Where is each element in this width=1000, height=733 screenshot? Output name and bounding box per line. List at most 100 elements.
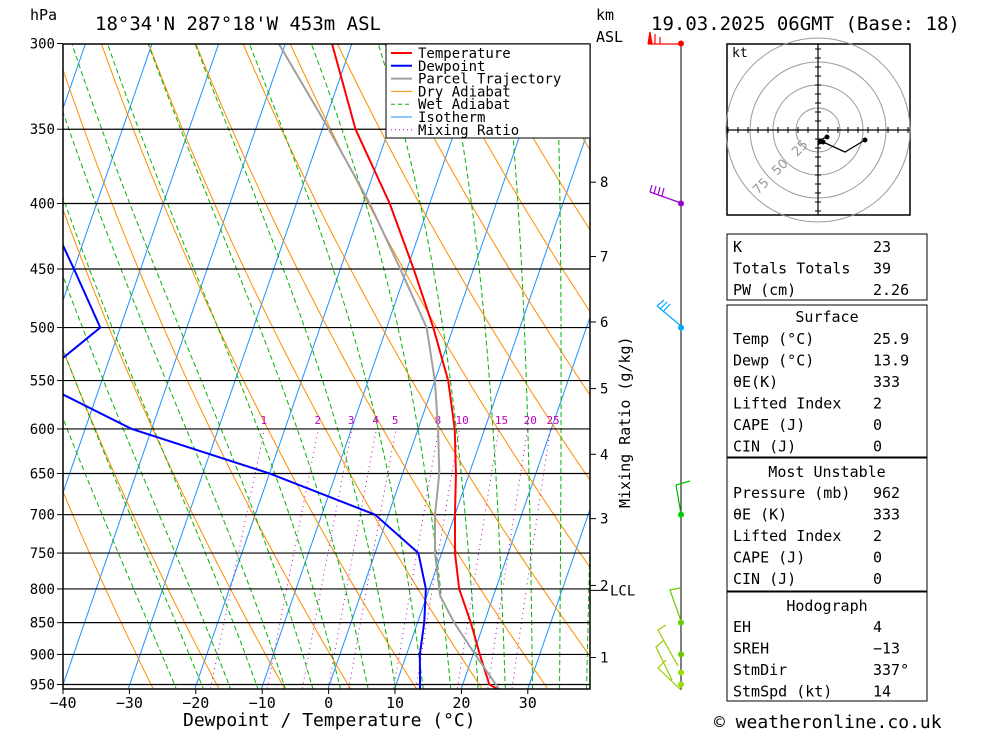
hodograph-row-value: −13 [873,640,900,658]
legend-label: Temperature [418,46,511,62]
dry-adiabat-line [63,208,286,689]
wind-level-marker [678,619,684,626]
surface-row-label: CIN (J) [733,438,796,456]
km-unit: km [596,6,614,24]
hodograph-point [824,134,830,140]
isotherm-line [63,44,220,495]
most-unstable-row-value: 2 [873,527,882,545]
wet-adiabat-line [503,44,533,689]
hodograph-unit: kt [732,46,748,61]
wind-level-marker [678,651,684,658]
wind-barb [675,480,691,515]
pressure-tick-label: 550 [30,374,55,390]
mixing-ratio-label: 10 [456,414,469,427]
temp-tick-label: 20 [452,694,470,712]
wet-adiabat-line [555,44,562,689]
dry-adiabat-line [148,44,483,689]
hodograph-box [726,591,928,702]
most-unstable-row-label: Lifted Index [733,527,841,545]
temp-tick-label: 10 [386,694,404,712]
most-unstable-row-value: 0 [873,570,882,588]
legend-label: Wet Adiabat [418,97,511,113]
dry-adiabat-line [100,44,418,689]
copyright: © weatheronline.co.uk [714,712,942,733]
pressure-tick-label: 500 [30,321,55,337]
pressure-tick-label: 700 [30,508,55,524]
wet-adiabat-line [71,44,314,689]
index-1-value: 39 [873,260,891,278]
plot-series [63,44,501,689]
pressure-tick-label: 800 [30,582,55,598]
pressure-tick-label: 300 [30,37,55,53]
dry-adiabat-line [63,490,154,689]
mixing-ratio-line [511,428,551,689]
temp-tick-label: −20 [182,694,209,712]
legend-label: Parcel Trajectory [418,72,561,88]
mixing-ratio-line [487,428,529,689]
wind-profile [647,31,691,691]
plot-axes: 3003504004505005506006507007508008509009… [30,37,636,713]
pressure-tick-label: 900 [30,647,55,663]
km-tick-label: 5 [600,382,608,398]
index-0-label: K [733,238,742,256]
mixing-ratio-line [393,428,440,689]
pressure-tick-label: 350 [30,122,55,138]
x-axis-label: Dewpoint / Temperature (°C) [183,710,476,731]
mixing-ratio-line [301,428,353,689]
dry-adiabat-line [242,44,590,658]
series-dewpoint [63,243,427,689]
wind-barb [649,184,682,204]
pressure-tick-label: 750 [30,546,55,562]
isotherm-line [63,44,153,303]
isotherm-line [63,44,86,111]
wind-barb [656,299,682,327]
most-unstable-row-value: 333 [873,506,900,524]
hodograph-row-label: EH [733,618,751,636]
index-0-value: 23 [873,238,891,256]
surface-row-value: 0 [873,438,882,456]
dry-adiabat-line [478,44,590,231]
mixing-ratio-line [456,428,500,689]
temp-tick-label: −10 [249,694,276,712]
location-title: 18°34'N 287°18'W 453m ASL [95,13,381,35]
pressure-tick-label: 850 [30,616,55,632]
wet-adiabat-line [248,44,424,689]
plot-frame [62,43,591,690]
hodograph-row-label: SREH [733,640,769,658]
wet-adiabat-line [63,196,259,689]
indices-tables: K 23 Totals Totals 39 PW (cm) 2.26 Surface Temp… [726,233,928,702]
surface-row-label: θE(K) [733,373,778,391]
wet-adiabat-line [443,44,506,689]
pressure-tick-label: 400 [30,196,55,212]
most-unstable-box [726,457,928,592]
legend-label: Isotherm [418,110,485,126]
hodograph-point [817,138,823,144]
pressure-tick-label: 950 [30,678,55,694]
hodograph-row-label: StmDir [733,661,787,679]
km-tick-label: 8 [600,175,608,191]
most-unstable-title: Most Unstable [768,463,885,481]
most-unstable-row-label: CIN (J) [733,570,796,588]
temp-tick-label: −40 [49,694,76,712]
indices-box [726,233,928,301]
most-unstable-row-label: CAPE (J) [733,549,805,567]
wind-level-marker [678,681,684,688]
surface-row-value: 2 [873,395,882,413]
surface-row-label: Temp (°C) [733,330,814,348]
wind-barb [669,587,682,622]
wet-adiabat-line [194,44,397,689]
mixing-ratio-label: 1 [261,414,268,427]
mixing-ratio-label: 2 [314,414,321,427]
dry-adiabat-line [384,44,590,396]
mixing-ratio-label: 3 [348,414,355,427]
surface-row-label: CAPE (J) [733,416,805,434]
mixing-ratio-label: 25 [546,414,559,427]
asl-unit: ASL [596,28,623,46]
isotherm-line [127,44,353,689]
index-2-value: 2.26 [873,281,909,299]
pressure-tick-label: 600 [30,422,55,438]
km-tick-label: 2 [600,578,608,594]
mixing-ratio-label: 15 [495,414,508,427]
